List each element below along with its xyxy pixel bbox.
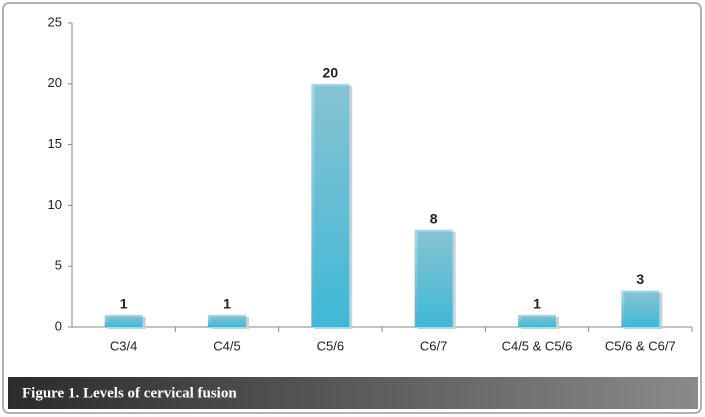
y-tick-label: 10 (48, 197, 62, 212)
x-tick-label: C4/5 (213, 338, 240, 353)
y-tick-label: 25 (48, 14, 62, 29)
y-tick-label: 20 (48, 75, 62, 90)
x-tick-label: C4/5 & C5/6 (502, 338, 573, 353)
value-label: 1 (223, 296, 231, 312)
value-label: 20 (323, 65, 339, 81)
bar (208, 314, 246, 327)
value-label: 1 (120, 296, 128, 312)
caption-bar (8, 377, 698, 409)
value-label: 3 (636, 271, 644, 287)
x-tick-label: C3/4 (110, 338, 137, 353)
bar (311, 83, 350, 327)
bar (621, 290, 660, 327)
x-tick-label: C6/7 (420, 338, 447, 353)
bar (104, 314, 143, 327)
bar (518, 314, 556, 327)
bar (414, 229, 453, 327)
value-label: 8 (430, 210, 438, 226)
x-tick-label: C5/6 & C6/7 (605, 338, 676, 353)
value-label: 1 (533, 296, 541, 312)
x-tick-label: C5/6 (317, 338, 344, 353)
y-tick-label: 0 (55, 318, 62, 333)
y-tick-label: 15 (48, 136, 62, 151)
chart-title: Figure 1. Levels of cervical fusion (22, 385, 237, 401)
y-tick-label: 5 (55, 258, 62, 273)
